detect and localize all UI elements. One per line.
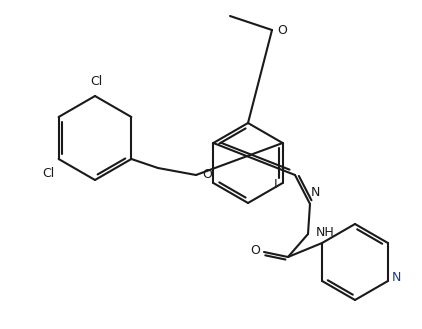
Text: O: O: [250, 243, 260, 257]
Text: N: N: [311, 186, 320, 199]
Text: O: O: [202, 168, 212, 182]
Text: O: O: [277, 23, 287, 37]
Text: N: N: [392, 271, 401, 284]
Text: Cl: Cl: [90, 75, 102, 88]
Text: Cl: Cl: [42, 167, 54, 180]
Text: I: I: [274, 178, 278, 191]
Text: NH: NH: [316, 225, 335, 239]
